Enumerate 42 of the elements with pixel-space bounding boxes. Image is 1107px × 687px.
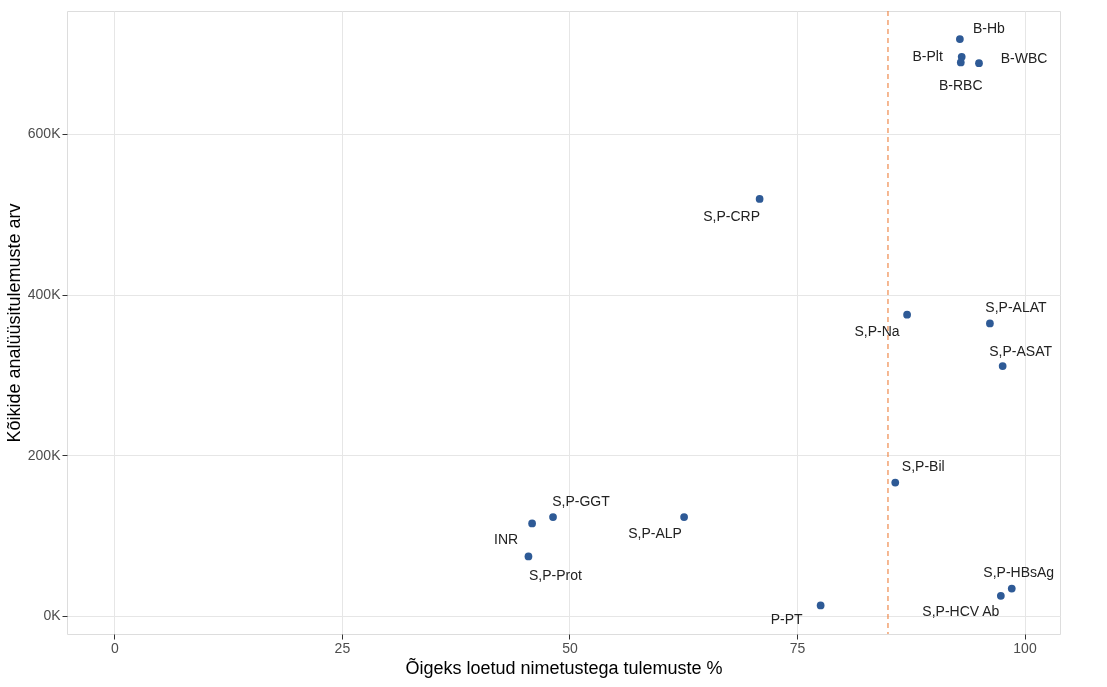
- point: [891, 478, 900, 487]
- x-tick-label: 75: [789, 639, 806, 656]
- y-tick-label: 400K: [27, 286, 62, 303]
- point: [816, 601, 825, 610]
- x-tick-label: 100: [1013, 639, 1037, 656]
- point: [986, 319, 994, 328]
- point: [956, 35, 964, 43]
- y-tick-label: 200K: [27, 446, 62, 463]
- point: [998, 362, 1007, 370]
- annotation: B-RBC: [939, 77, 983, 94]
- annotation: INR: [494, 531, 519, 548]
- annotation: S,P-ALAT: [985, 299, 1047, 316]
- x-tick-label: 50: [562, 639, 578, 656]
- point: [680, 513, 688, 521]
- y-tick-label: 0K: [43, 607, 62, 624]
- point: [549, 513, 557, 521]
- point: [996, 591, 1005, 600]
- point: [975, 59, 983, 68]
- annotation: S,P-ASAT: [989, 343, 1053, 360]
- annotation: B-Hb: [972, 20, 1006, 37]
- point: [528, 519, 536, 528]
- point: [524, 552, 533, 561]
- point: [1007, 584, 1016, 593]
- annotation: S,P-Na: [854, 322, 900, 339]
- annotation: S,P-CRP: [703, 207, 761, 224]
- annotation: S,P-HCV Ab: [922, 602, 1000, 619]
- annotation: B-WBC: [1000, 50, 1048, 67]
- point: [755, 195, 764, 203]
- annotation: S,P-ALP: [628, 525, 682, 542]
- point: [956, 58, 965, 67]
- annotation: P-PT: [770, 611, 804, 628]
- annotation: S,P-GGT: [552, 493, 611, 510]
- x-axis-title: Õigeks loetud nimetustega tulemuste %: [405, 656, 723, 678]
- annotation: B-Plt: [912, 47, 943, 64]
- annotation: S,P-HBsAg: [983, 563, 1055, 580]
- point: [903, 310, 911, 319]
- annotation: S,P-Bil: [901, 457, 945, 474]
- annotation: S,P-Prot: [529, 567, 583, 584]
- y-tick-label: 600K: [27, 125, 62, 142]
- x-tick-label: 0: [110, 639, 119, 656]
- x-tick-label: 25: [334, 639, 351, 656]
- y-axis-title: Kõikide analüüsitulemuste arv: [3, 203, 24, 443]
